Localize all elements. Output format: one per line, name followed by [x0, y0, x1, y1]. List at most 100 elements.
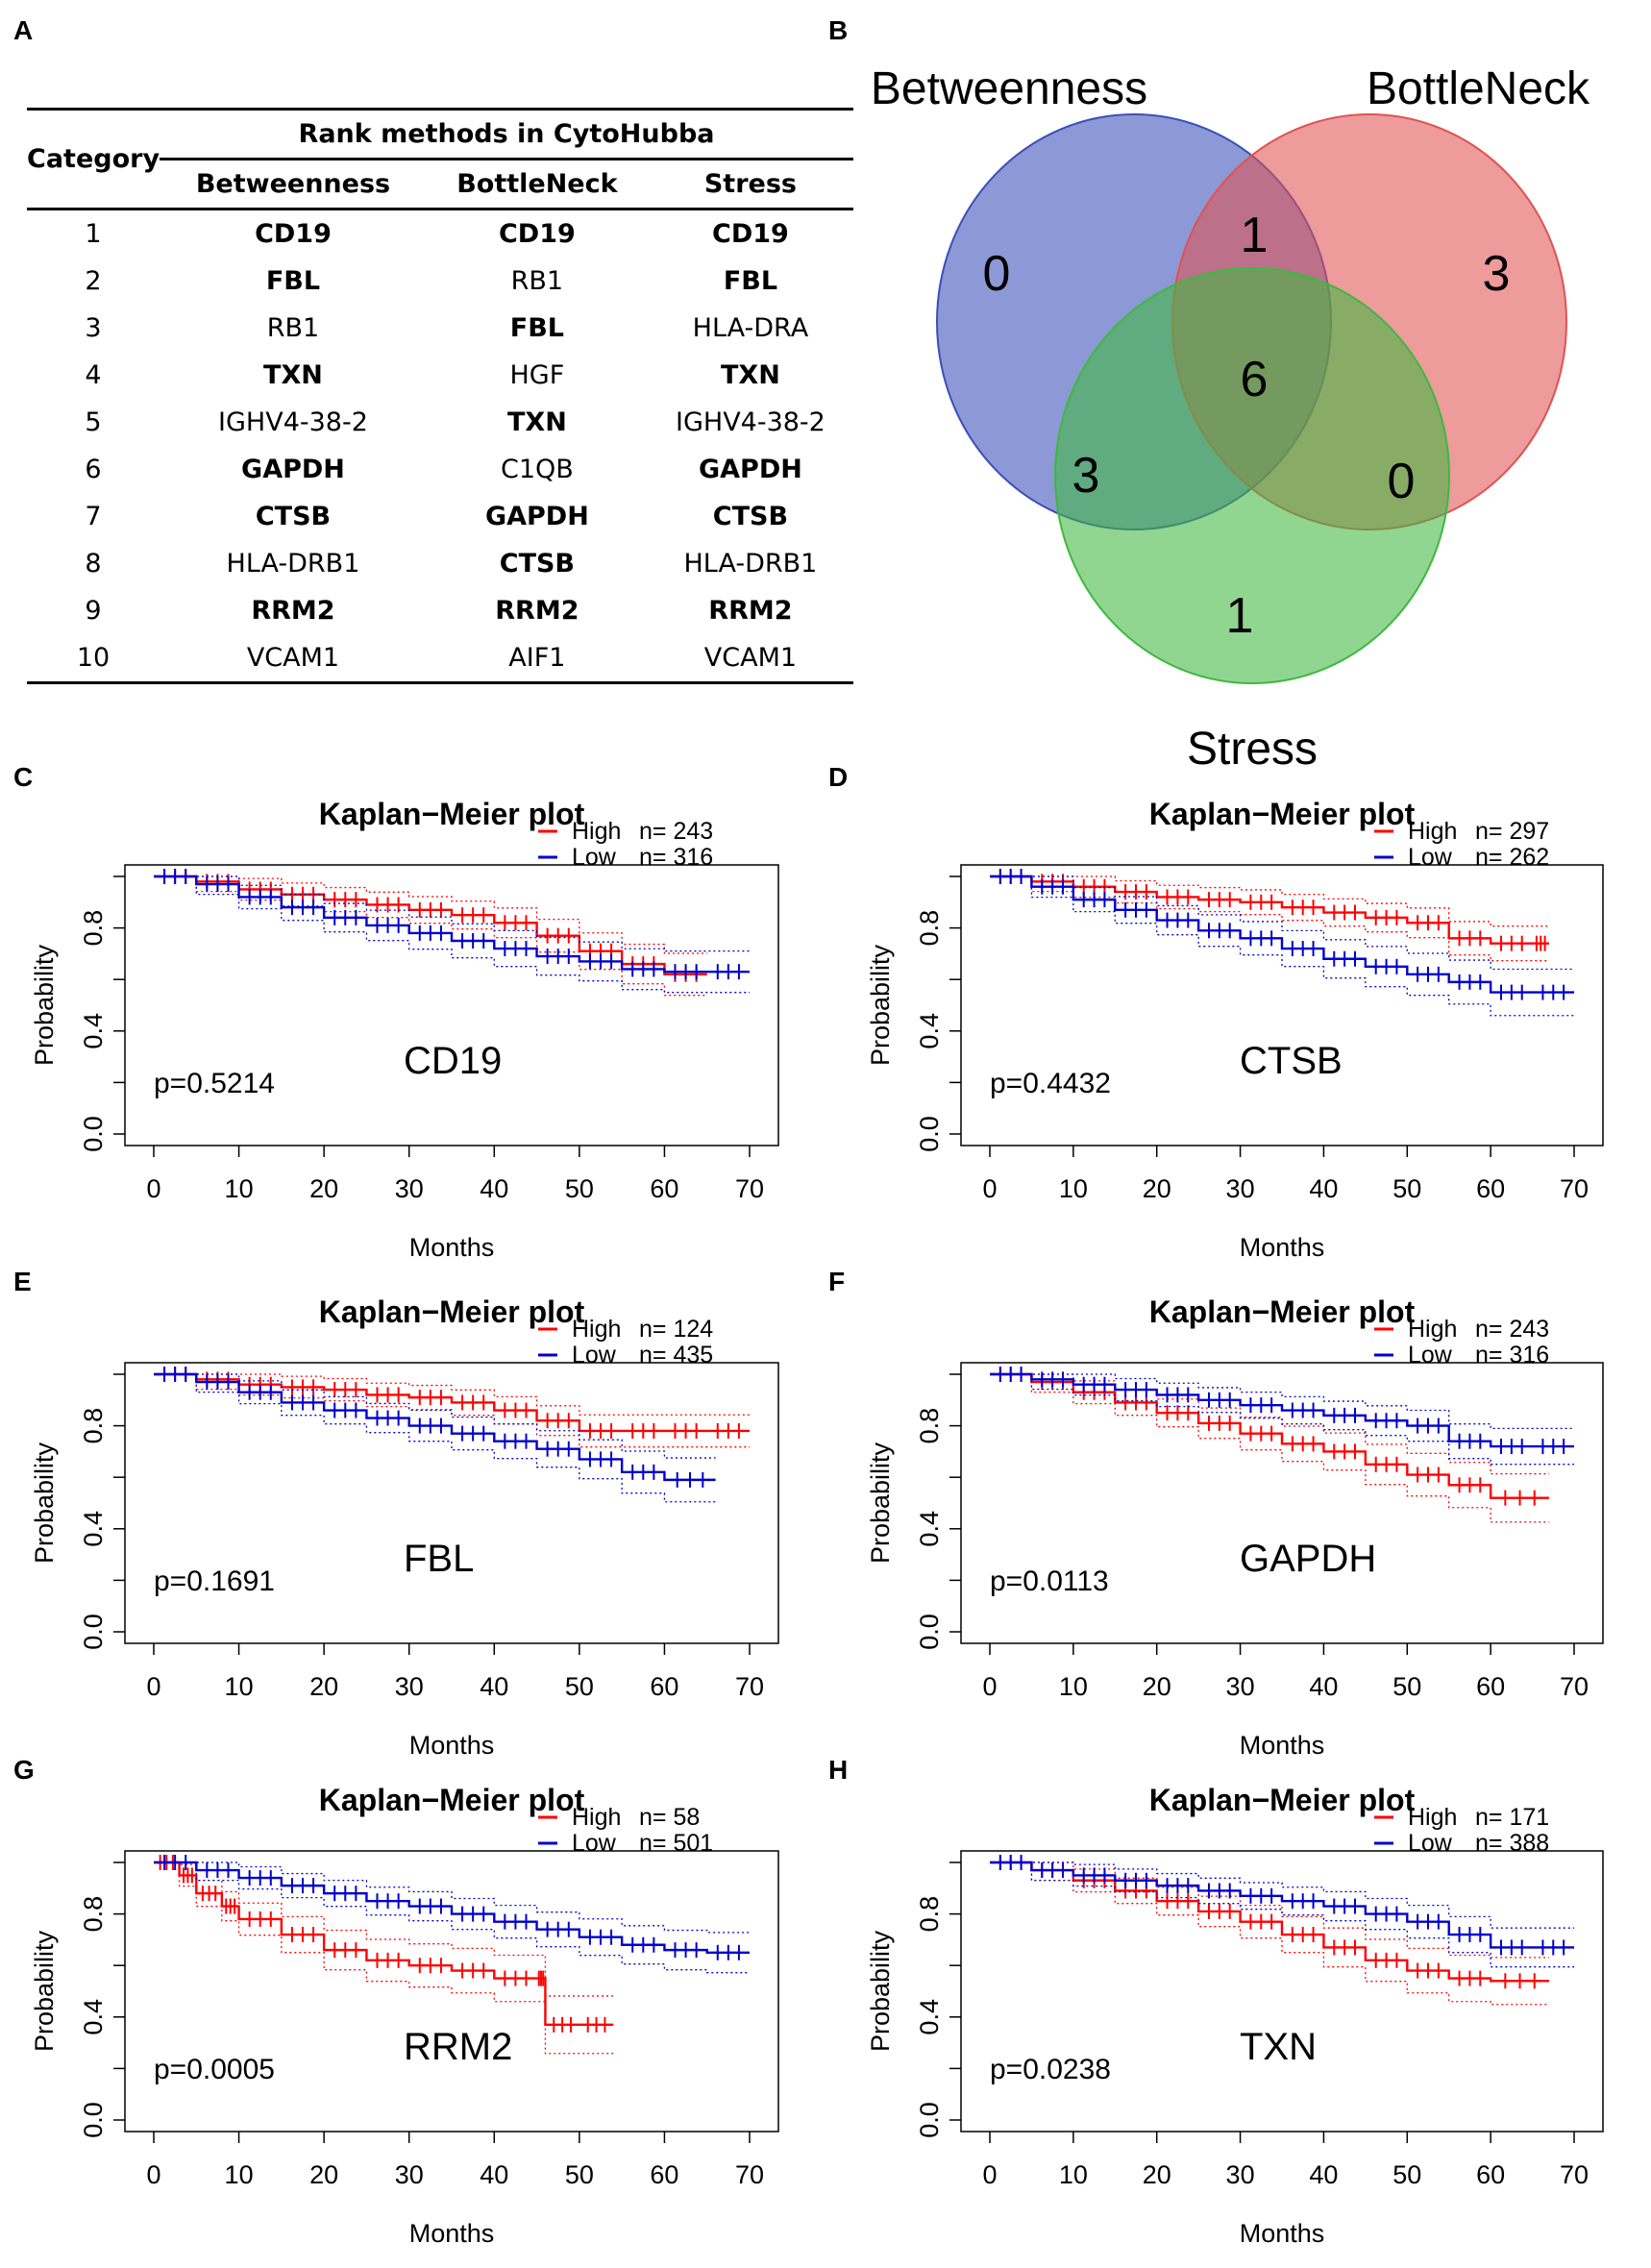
gene-cell: RB1	[266, 313, 320, 343]
x-tick-label: 70	[735, 1174, 764, 1203]
legend-label-low: Low	[1408, 844, 1453, 871]
x-tick-label: 30	[395, 1672, 424, 1701]
table-row: 3 RB1 FBL HLA-DRA	[27, 305, 853, 352]
plot-frame	[960, 1362, 1604, 1644]
plot-frame	[124, 1850, 779, 2132]
gene-cell: C1QB	[500, 455, 574, 484]
ci-lower-low	[990, 1373, 1574, 1466]
ci-lower-low	[154, 1861, 750, 1974]
p-value: p=0.0005	[154, 2054, 275, 2085]
ci-upper-low	[154, 875, 750, 952]
venn-count-betweenness-bottleneck: 1	[1241, 208, 1269, 263]
legend-label-high: High	[1408, 818, 1457, 845]
venn-count-all-three: 6	[1241, 352, 1269, 407]
x-tick-label: 60	[650, 1672, 678, 1701]
gene-cell: CTSB	[712, 502, 789, 531]
venn-circle-stress	[1054, 267, 1450, 684]
x-tick-label: 20	[309, 1174, 338, 1203]
x-tick-label: 60	[1476, 2160, 1505, 2189]
gene-cell: CD19	[712, 219, 789, 249]
panel-label-h: H	[828, 1755, 849, 1785]
gene-cell: FBL	[723, 266, 778, 296]
gene-cell: CTSB	[499, 549, 576, 579]
ci-lower-low	[154, 1373, 716, 1503]
x-tick-label: 10	[1059, 2160, 1088, 2189]
gene-cell: HLA-DRB1	[683, 549, 818, 579]
plot-frame	[124, 1362, 779, 1644]
x-tick-label: 20	[309, 1672, 338, 1701]
gene-cell: HGF	[509, 360, 565, 390]
plot-title: Kaplan−Meier plot	[1149, 797, 1416, 831]
venn-count-betweenness-stress: 3	[1072, 448, 1100, 504]
legend-label-high: High	[572, 1316, 621, 1343]
survival-curve-low	[990, 1372, 1574, 1448]
survival-curve-low	[990, 1861, 1574, 1949]
plot-frame	[960, 1850, 1604, 2132]
survival-curve-low	[154, 875, 750, 974]
x-tick-label: 50	[1392, 1672, 1421, 1701]
survival-curve-high	[154, 1861, 614, 2027]
gene-cell: IGHV4-38-2	[218, 407, 368, 437]
gene-cell: GAPDH	[699, 455, 802, 484]
category-cell: 6	[85, 455, 102, 484]
legend-label-low: Low	[1408, 1830, 1453, 1857]
legend-n-low: n= 316	[1475, 1342, 1549, 1368]
legend-n-high: n= 171	[1475, 1804, 1549, 1831]
x-tick-label: 70	[1560, 1672, 1589, 1701]
y-axis-label: Probability	[30, 1930, 59, 2052]
x-tick-label: 50	[565, 1174, 594, 1203]
panel-label-a: A	[13, 15, 34, 45]
p-value: p=0.4432	[990, 1068, 1111, 1099]
y-axis-label: Probability	[866, 1930, 895, 2052]
gene-cell: RB1	[510, 266, 564, 296]
legend-n-low: n= 388	[1475, 1830, 1549, 1857]
x-tick-label: 20	[1143, 1174, 1171, 1203]
x-tick-label: 10	[225, 1672, 254, 1701]
ci-upper-high	[154, 1373, 750, 1416]
legend-n-high: n= 124	[639, 1316, 713, 1343]
y-tick-label: 0.4	[79, 1999, 108, 2035]
plot-frame	[960, 864, 1604, 1146]
plot-title: Kaplan−Meier plot	[319, 1294, 585, 1329]
table-row: 6 GAPDH C1QB GAPDH	[27, 446, 853, 493]
x-tick-label: 20	[309, 2160, 338, 2189]
panel-label-b: B	[828, 15, 849, 45]
ci-lower-high	[154, 1861, 614, 2055]
ci-lower-high	[990, 1861, 1549, 2006]
x-tick-label: 0	[146, 2160, 160, 2189]
group-header: Rank methods in CytoHubba	[160, 108, 853, 160]
p-value: p=0.5214	[154, 1068, 275, 1099]
gene-cell: VCAM1	[703, 643, 798, 673]
gene-cell: IGHV4-38-2	[676, 407, 826, 437]
table-row: 4 TXN HGF TXN	[27, 352, 853, 399]
ci-lower-high	[990, 1373, 1549, 1523]
y-axis-label: Probability	[866, 944, 895, 1066]
x-tick-label: 50	[565, 1672, 594, 1701]
x-tick-label: 70	[735, 1672, 764, 1701]
y-axis-label: Probability	[30, 1442, 59, 1564]
x-tick-label: 30	[1226, 1174, 1255, 1203]
panel-label-f: F	[828, 1267, 846, 1296]
y-tick-label: 0.4	[915, 1511, 944, 1547]
table-row: 10 VCAM1 AIF1 VCAM1	[27, 634, 853, 683]
venn-set-label-bottleneck: BottleNeck	[1367, 63, 1590, 114]
table-row: 7 CTSB GAPDH CTSB	[27, 493, 853, 540]
y-tick-label: 0.4	[79, 1511, 108, 1547]
venn-count-betweenness-only: 0	[983, 246, 1011, 302]
venn-diagram: Betweenness BottleNeck Stress 0 3 1 1 3 …	[871, 63, 1590, 775]
survival-curve-low	[154, 1372, 716, 1482]
x-tick-label: 0	[146, 1174, 160, 1203]
panel-label-e: E	[13, 1267, 32, 1296]
gene-cell: VCAM1	[246, 643, 340, 673]
legend-n-high: n= 243	[639, 818, 713, 845]
plot-title: Kaplan−Meier plot	[319, 797, 585, 831]
table-row: 8 HLA-DRB1 CTSB HLA-DRB1	[27, 540, 853, 587]
ci-lower-high	[154, 875, 707, 997]
x-tick-label: 40	[1309, 2160, 1338, 2189]
x-tick-label: 0	[982, 2160, 997, 2189]
x-tick-label: 10	[1059, 1174, 1088, 1203]
x-tick-label: 0	[146, 1672, 160, 1701]
